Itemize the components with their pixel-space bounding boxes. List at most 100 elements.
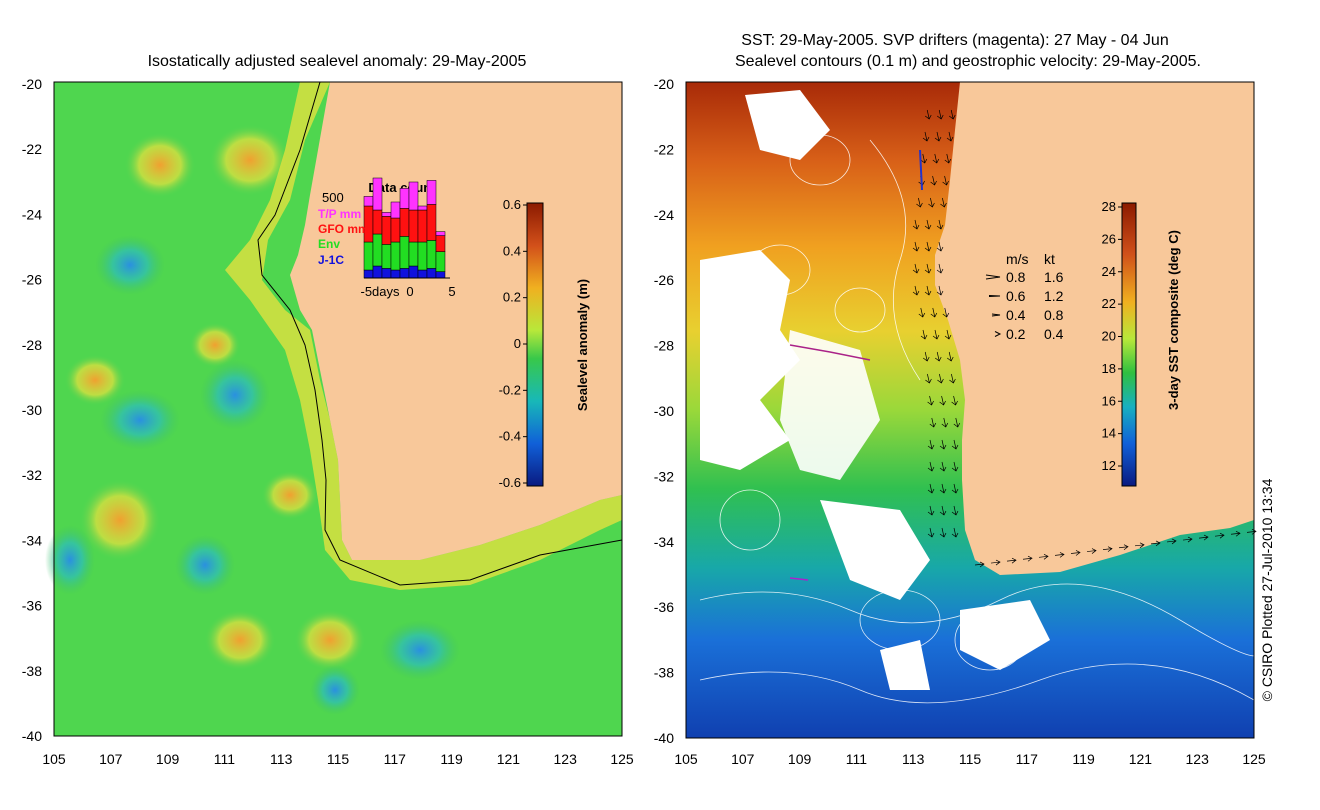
right-panel-title-line2: Sealevel contours (0.1 m) and geostrophi… xyxy=(735,53,1201,70)
inset-bar-segment xyxy=(363,269,374,279)
colorbar-tick-label: 0.6 xyxy=(503,197,521,212)
velocity-scale-arrow xyxy=(988,295,1001,297)
legend-tp: T/P mm xyxy=(318,207,361,221)
velocity-arrow xyxy=(930,175,937,186)
warm-anomaly xyxy=(262,471,318,519)
lat-tick-label: -30 xyxy=(22,402,42,418)
sla-colorbar: 0.6 0.4 0.2 0 -0.2 -0.4 -0.6 Sealevel anomaly … xyxy=(499,197,590,490)
left-panel-title: Isostatically adjusted sealevel anomaly:… xyxy=(148,53,527,70)
lon-tick-label: 119 xyxy=(440,751,463,767)
lat-tick-label: -20 xyxy=(22,76,42,92)
lat-tick-label: -36 xyxy=(654,599,674,615)
velocity-arrow xyxy=(932,153,940,164)
velocity-arrow xyxy=(949,373,956,384)
right-longitude-ticks: 105 107 109 111 113 115 117 119 121 123 125 xyxy=(674,751,1266,767)
velocity-arrow xyxy=(1054,552,1065,558)
data-count-inset: Data count 500 T/P mm GFO mm Env J-1C -5… xyxy=(318,177,456,299)
velocity-arrow xyxy=(1102,546,1113,552)
lat-tick-label: -22 xyxy=(654,141,674,157)
velocity-arrow xyxy=(939,461,947,472)
inset-ymax: 500 xyxy=(322,190,344,205)
land-australia xyxy=(290,82,622,560)
right-panel-title-line1: SST: 29-May-2005. SVP drifters (magenta)… xyxy=(741,32,1168,49)
inset-bar-segment xyxy=(435,235,446,252)
svp-drifter-track xyxy=(789,344,871,361)
cool-anomaly xyxy=(380,620,460,680)
velocity-arrow xyxy=(927,461,935,472)
land-australia xyxy=(935,82,1254,575)
colorbar-tick-label: 0 xyxy=(514,336,521,351)
velocity-arrow xyxy=(934,131,942,142)
lon-tick-label: 117 xyxy=(384,751,407,767)
velocity-arrow xyxy=(951,527,959,538)
inset-bar-segment xyxy=(381,268,392,279)
velocity-arrow xyxy=(951,483,959,494)
velocity-arrow xyxy=(1006,557,1017,564)
inset-xlabel-end: 5 xyxy=(448,284,455,299)
warm-anomaly xyxy=(190,323,240,367)
velocity-unit-ms: m/s xyxy=(1006,251,1029,267)
inset-bar-segment xyxy=(372,265,383,279)
velocity-arrow xyxy=(927,527,935,538)
cool-anomaly xyxy=(45,525,95,595)
lon-tick-label: 123 xyxy=(1186,751,1210,767)
cool-anomaly xyxy=(310,665,360,715)
colorbar-tick-label: -0.6 xyxy=(499,475,521,490)
cloud-mask xyxy=(960,600,1050,670)
inset-bar-segment xyxy=(399,268,410,279)
lat-tick-label: -26 xyxy=(22,272,42,288)
warm-anomaly xyxy=(210,125,290,195)
velocity-kt-value: 0.4 xyxy=(1044,326,1064,342)
velocity-arrow xyxy=(1070,550,1081,556)
velocity-arrow xyxy=(944,329,952,340)
lat-tick-label: -24 xyxy=(654,207,674,223)
colorbar-tick-label: -0.2 xyxy=(499,382,521,397)
lon-tick-label: 109 xyxy=(788,751,812,767)
velocity-scale-arrow xyxy=(985,274,1001,280)
velocity-arrow xyxy=(951,505,959,516)
lon-tick-label: 111 xyxy=(846,751,867,767)
velocity-arrow xyxy=(944,153,952,164)
velocity-kt-value: 1.2 xyxy=(1044,288,1064,304)
inset-bar-segment xyxy=(417,269,428,279)
isobath-line xyxy=(257,81,623,586)
velocity-unit-kt: kt xyxy=(1044,251,1055,267)
cool-anomaly xyxy=(175,535,235,595)
velocity-kt-value: 0.8 xyxy=(1044,307,1064,323)
velocity-arrow xyxy=(941,417,949,428)
legend-gfo: GFO mm xyxy=(318,222,369,236)
inset-bar-segment xyxy=(408,209,419,243)
inset-bar-segment xyxy=(372,177,383,211)
sla-colorbar-ramp xyxy=(526,202,544,487)
colorbar-tick-label: 0.2 xyxy=(503,290,521,305)
colorbar-tick-label: 26 xyxy=(1102,231,1116,246)
legend-j1c: J-1C xyxy=(318,253,344,267)
inset-bar-segment xyxy=(381,216,392,245)
inset-bar-segment xyxy=(435,271,446,279)
inset-bar-segment xyxy=(426,204,437,241)
velocity-arrow xyxy=(924,219,932,230)
credit-text: © CSIRO Plotted 27-Jul-2010 13:34 xyxy=(1259,478,1275,701)
inset-bar-segment xyxy=(372,209,383,235)
velocity-arrow xyxy=(918,307,926,318)
cool-anomaly xyxy=(200,360,270,430)
lat-tick-label: -40 xyxy=(654,730,674,746)
cloud-mask xyxy=(700,250,800,470)
inset-bar-segment xyxy=(363,241,374,271)
velocity-arrow xyxy=(1022,555,1033,562)
inset-bars xyxy=(363,177,446,279)
velocity-ms-value: 0.2 xyxy=(1006,326,1026,342)
inset-bar-segment xyxy=(408,265,419,279)
velocity-arrow xyxy=(922,351,930,362)
velocity-arrow xyxy=(929,417,937,428)
colorbar-tick-label: 0.4 xyxy=(503,243,521,258)
velocity-arrow xyxy=(1230,530,1241,537)
inset-xlabel-zero: 0 xyxy=(406,284,413,299)
inset-bar-segment xyxy=(390,269,401,279)
inset-xlabel-start: -5days xyxy=(360,284,400,299)
sla-colorbar-ticks: 0.6 0.4 0.2 0 -0.2 -0.4 -0.6 xyxy=(499,197,527,490)
lon-tick-label: 119 xyxy=(1072,751,1095,767)
velocity-arrow xyxy=(1086,548,1097,554)
lat-tick-label: -38 xyxy=(654,665,674,681)
cloud-mask xyxy=(780,330,880,480)
